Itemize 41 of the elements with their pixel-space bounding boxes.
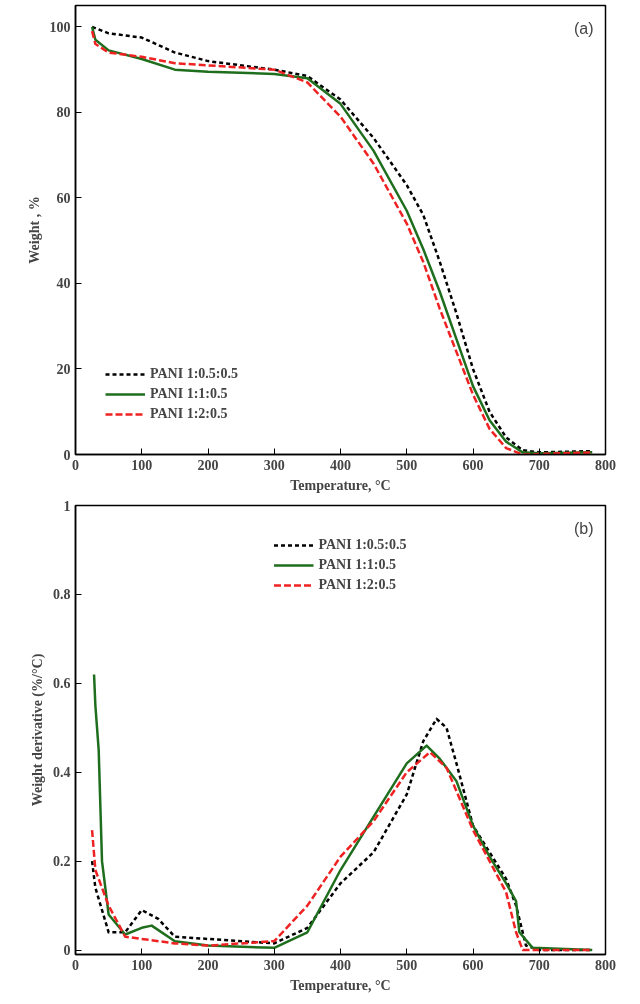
x-tick-label: 800 [595,457,616,473]
y-tick-label: 80 [56,105,71,121]
x-axis-title: Temperature, °C [290,977,391,993]
x-tick-label: 400 [330,457,351,473]
y-tick-label: 1 [63,498,71,514]
legend-label: PANI 1:1:0.5 [150,386,228,402]
x-tick-label: 700 [528,457,550,473]
y-tick-label: 40 [56,276,71,292]
y-tick-label: 0 [63,447,71,463]
x-tick-label: 300 [263,957,285,973]
y-tick-label: 20 [56,361,71,377]
y-axis-title: Weight , % [26,196,42,264]
legend-label: PANI 1:2:0.5 [318,577,397,593]
x-tick-label: 200 [197,957,219,973]
annotation: (b) [573,519,594,537]
legend-label: PANI 1:1:0.5 [318,557,397,573]
x-tick-label: 200 [197,457,219,473]
x-tick-label: 400 [330,957,351,973]
x-tick-label: 600 [462,457,484,473]
y-tick-label: 0 [63,943,71,959]
annotation: (a) [573,19,594,37]
y-tick-label: 60 [56,190,71,206]
x-tick-label: 500 [396,957,418,973]
line-series [92,673,594,952]
y-tick-label: 0.6 [53,676,71,692]
x-axis-title: Temperature, °C [290,477,391,493]
legend-label: PANI 1:0.5:0.5 [318,537,407,553]
legend-label: PANI 1:0.5:0.5 [150,366,239,382]
x-tick-label: 100 [131,457,153,473]
y-tick-label: 100 [49,19,71,35]
x-tick-label: 500 [396,457,418,473]
y-tick-label: 0.2 [53,854,71,870]
x-tick-label: 800 [595,957,616,973]
y-tick-label: 0.8 [53,587,71,603]
y-tick-label: 0.4 [53,765,71,781]
x-tick-label: 100 [131,957,153,973]
x-tick-label: 600 [462,957,484,973]
x-tick-label: 300 [263,457,285,473]
legend-label: PANI 1:2:0.5 [150,406,228,422]
x-tick-label: 700 [528,957,550,973]
y-axis-title: Weight derivative (%/°C) [30,653,46,807]
